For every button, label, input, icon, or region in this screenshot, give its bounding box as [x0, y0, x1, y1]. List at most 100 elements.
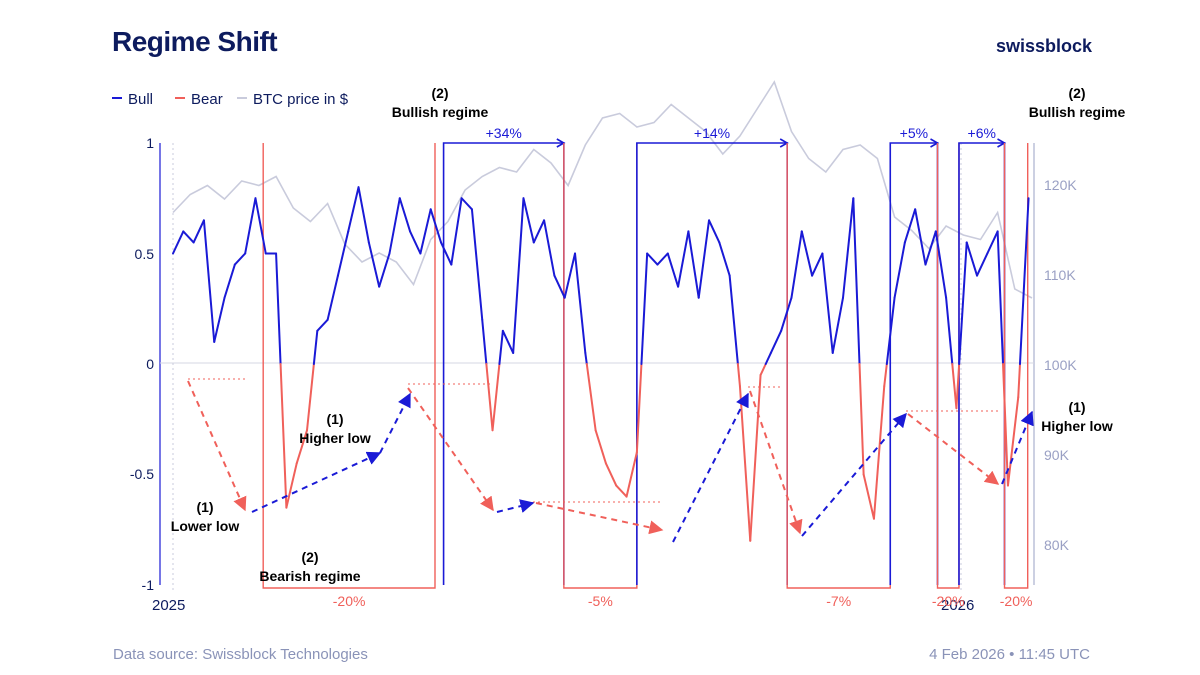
regime-score-line — [172, 186, 1030, 542]
x-tick-label-2025: 2025 — [152, 597, 185, 614]
score-segment — [842, 197, 855, 299]
score-segment — [553, 274, 566, 299]
y2-tick-label: 110K — [1044, 267, 1076, 283]
score-segment — [312, 329, 319, 365]
score-segment — [584, 351, 588, 365]
score-segment — [419, 208, 432, 255]
score-segment — [986, 230, 999, 255]
annotation-text: Bullish regime — [1029, 104, 1126, 120]
score-segment — [640, 252, 649, 365]
bull-arrow — [251, 451, 382, 513]
legend: Bull Bear BTC price in $ — [112, 91, 349, 108]
score-segment — [996, 230, 1005, 365]
score-segment — [965, 241, 979, 277]
score-segment — [604, 462, 618, 487]
score-segment — [450, 197, 463, 266]
legend-bear-label: Bear — [191, 91, 223, 108]
score-segment — [398, 197, 412, 233]
score-segment — [1018, 197, 1030, 365]
bull-regime-change: +5% — [900, 125, 928, 141]
score-segment — [858, 363, 865, 476]
score-segment — [955, 363, 961, 410]
timestamp: 4 Feb 2026 • 11:45 UTC — [929, 646, 1090, 663]
annotation-text: Higher low — [1041, 418, 1113, 434]
score-segment — [192, 219, 205, 244]
score-segment — [285, 462, 298, 509]
score-segment — [202, 219, 216, 343]
left-axis: 1 0.5 0 -0.5 -1 — [130, 135, 161, 593]
bear-arrow — [535, 502, 664, 535]
y-tick-label: 0 — [146, 356, 154, 372]
score-segment — [409, 230, 422, 255]
bear-arrow — [749, 390, 803, 535]
score-segment — [460, 197, 473, 211]
score-segment — [501, 329, 515, 354]
annotation-title: (1) — [196, 499, 213, 515]
score-segment — [491, 363, 501, 432]
bull-arrow — [379, 392, 411, 454]
score-segment — [388, 197, 401, 255]
score-segment — [470, 208, 484, 321]
score-segment — [759, 363, 767, 377]
score-segment — [233, 252, 247, 266]
score-segment — [326, 274, 339, 321]
score-segment — [347, 186, 360, 233]
score-segment — [934, 230, 948, 299]
score-segment — [543, 219, 556, 277]
score-segment — [498, 329, 504, 365]
legend-bull-label: Bull — [128, 91, 153, 108]
bull-arrow — [672, 392, 749, 543]
score-segment — [316, 318, 329, 332]
bull-regime-change: +6% — [968, 125, 996, 141]
score-segment — [656, 252, 669, 266]
bear-regime-box — [786, 143, 891, 589]
score-segment — [574, 252, 587, 354]
bull-regime-change: +34% — [486, 125, 522, 141]
annotation-title: (1) — [1068, 399, 1085, 415]
score-segment — [728, 274, 739, 365]
bear-arrow — [907, 413, 1000, 485]
score-segment — [440, 241, 453, 266]
score-segment — [738, 385, 752, 542]
score-segment — [749, 374, 762, 542]
score-segment — [780, 296, 793, 332]
annotation-text: Bullish regime — [392, 104, 489, 120]
brand-logo: swissblock — [995, 36, 1092, 56]
level-lines — [188, 378, 1000, 503]
y2-tick-label: 100K — [1044, 357, 1077, 373]
regime-boxes: -20% +34% -5% +14% -7% +5% -20% +6% -20% — [262, 125, 1032, 609]
score-segment — [295, 429, 309, 465]
score-segment — [532, 219, 546, 244]
bull-regime-box — [958, 142, 1006, 585]
bull-regime-change: +14% — [694, 125, 730, 141]
score-segment — [182, 230, 195, 244]
score-segment — [677, 230, 690, 288]
score-segment — [821, 252, 834, 354]
score-segment — [718, 241, 731, 277]
annotation-title: (2) — [1068, 85, 1085, 101]
score-segment — [367, 241, 381, 288]
score-segment — [1017, 363, 1021, 399]
score-segment — [635, 363, 643, 454]
score-segment — [924, 230, 937, 266]
score-segment — [769, 329, 783, 354]
score-segment — [646, 252, 659, 266]
score-segment — [1002, 363, 1009, 487]
score-segment — [357, 186, 370, 244]
score-segment — [852, 197, 861, 365]
score-segment — [213, 296, 226, 343]
btc-price-line — [172, 80, 1033, 299]
score-segment — [736, 363, 741, 388]
score-segment — [279, 363, 288, 509]
annotation-title: (2) — [301, 549, 318, 565]
bull-arrow — [801, 412, 907, 537]
bear-arrow — [407, 387, 494, 512]
score-segment — [976, 252, 989, 277]
score-segment — [764, 351, 772, 365]
score-segment — [585, 363, 597, 432]
score-segment — [945, 296, 954, 365]
annotations: (1) Lower low (2) Bearish regime (1) Hig… — [171, 85, 1126, 584]
score-segment — [883, 363, 888, 388]
data-source: Data source: Swissblock Technologies — [113, 646, 368, 663]
